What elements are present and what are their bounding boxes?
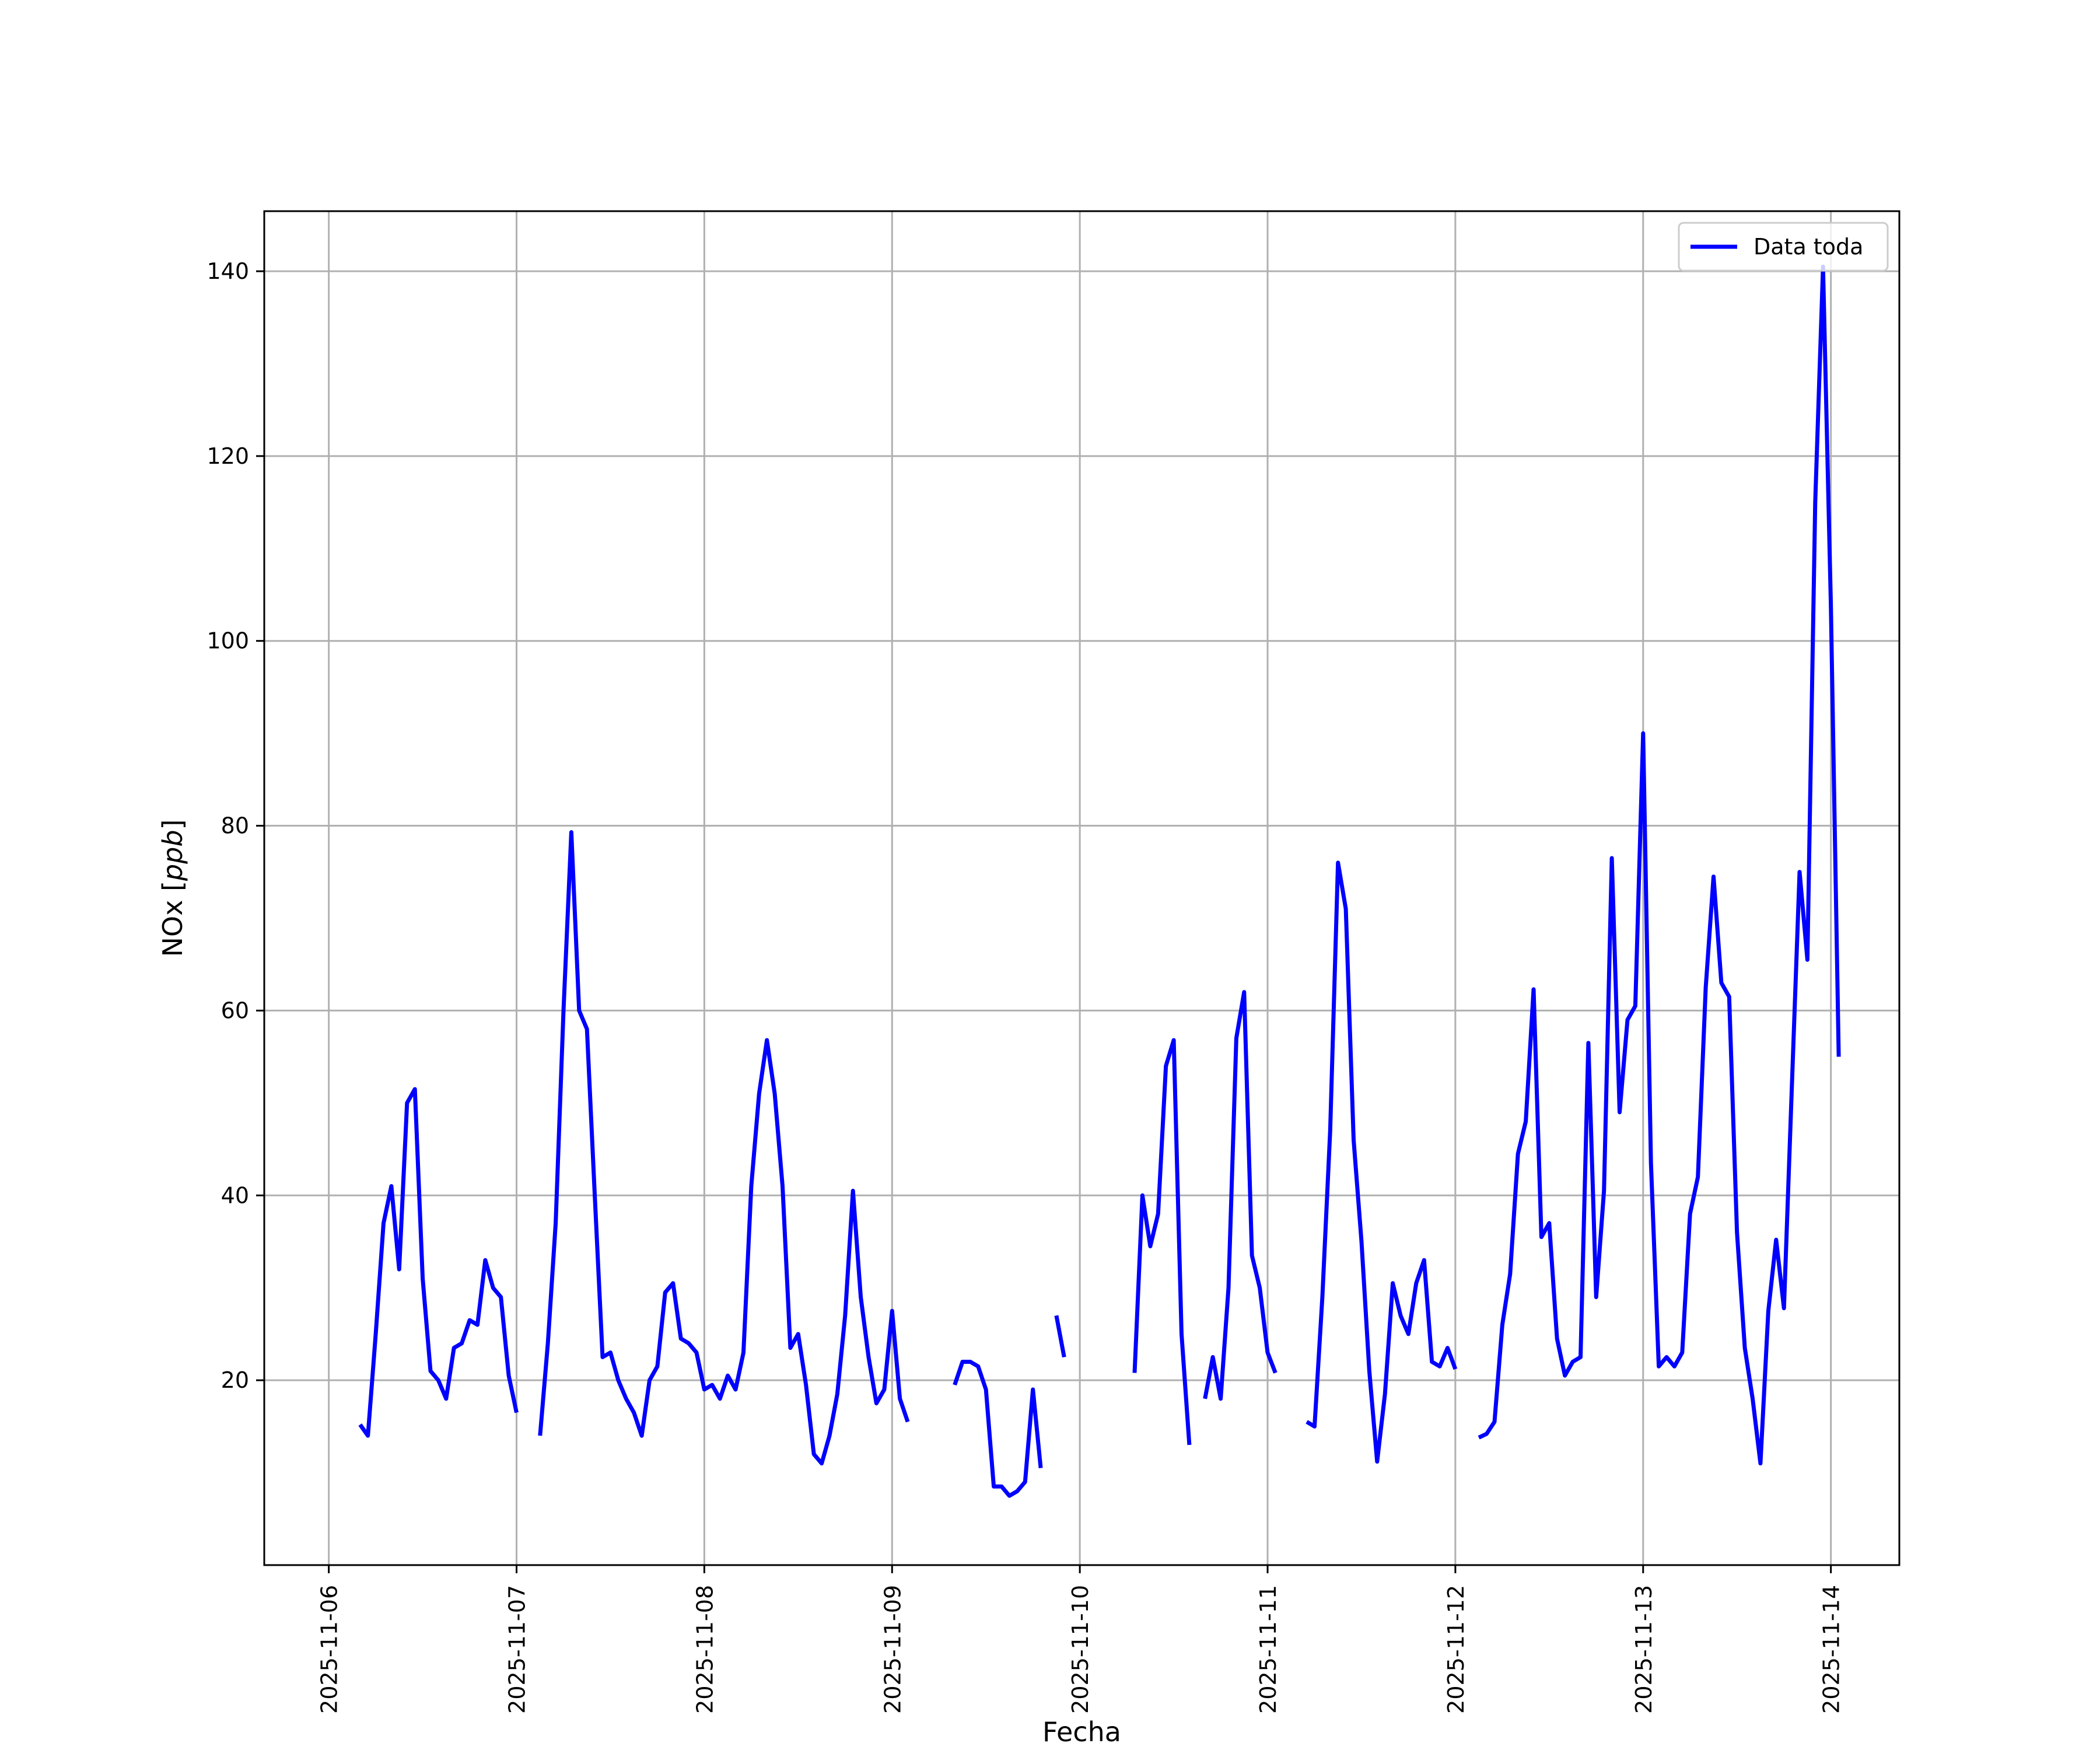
y-tick-label: 80: [221, 813, 249, 839]
y-tick-label: 40: [221, 1182, 249, 1208]
x-tick-label: 2025-11-12: [1443, 1585, 1469, 1714]
y-tick-label: 60: [221, 998, 249, 1023]
y-axis-label-base: NOx: [157, 900, 188, 957]
series-line-segment: [538, 830, 910, 1466]
y-tick-label: 100: [206, 628, 249, 654]
x-axis-label: Fecha: [1042, 1716, 1121, 1748]
plot-frame: [263, 210, 1901, 1566]
y-axis-label: NOx [ppb]: [157, 820, 188, 957]
x-tick-label: 2025-11-09: [880, 1585, 905, 1714]
x-tick-label: 2025-11-14: [1819, 1585, 1845, 1714]
x-tick-label: 2025-11-10: [1068, 1585, 1093, 1714]
series-line-segment: [358, 1087, 519, 1438]
y-tick-label: 20: [221, 1367, 249, 1393]
x-tick-label: 2025-11-07: [505, 1585, 530, 1714]
series-line-segment: [1306, 860, 1458, 1464]
x-tick-label: 2025-11-11: [1255, 1585, 1281, 1714]
x-tick-label: 2025-11-08: [692, 1585, 718, 1714]
series-line-segment: [1203, 990, 1278, 1401]
x-tick-label: 2025-11-06: [317, 1585, 342, 1714]
legend-entry-label: Data toda: [1754, 234, 1863, 260]
y-tick-label: 140: [206, 258, 249, 284]
x-tick-label: 2025-11-13: [1631, 1585, 1657, 1714]
legend-box: [1678, 222, 1889, 272]
series-line-segment: [1132, 1038, 1192, 1446]
y-axis-label-unit: ppb: [157, 830, 188, 881]
series-line-segment: [953, 1360, 1043, 1498]
x-axis-ticks: 2025-11-06 2025-11-07 2025-11-08 2025-11-09…: [317, 1565, 1845, 1714]
series-line-segment: [1054, 1315, 1066, 1358]
legend: Data toda: [1678, 222, 1889, 272]
y-tick-label: 120: [206, 443, 249, 469]
series-layer: [358, 264, 1841, 1498]
grid: [264, 211, 1899, 1565]
y-axis-ticks: 20 40 60 80 100 120 140: [206, 258, 264, 1393]
series-line-segment: [1478, 264, 1841, 1466]
